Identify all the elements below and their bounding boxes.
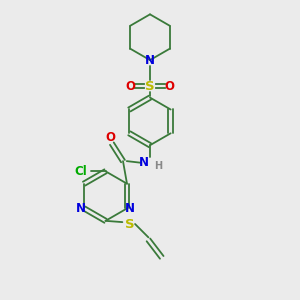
Text: O: O [105,131,115,144]
Text: N: N [125,202,135,215]
Text: N: N [139,156,149,169]
Text: N: N [145,54,155,67]
Text: H: H [154,161,162,171]
Text: O: O [165,80,175,93]
Text: S: S [124,218,134,230]
Text: Cl: Cl [75,165,87,178]
Text: S: S [145,80,155,93]
Text: N: N [76,202,86,215]
Text: O: O [125,80,135,93]
